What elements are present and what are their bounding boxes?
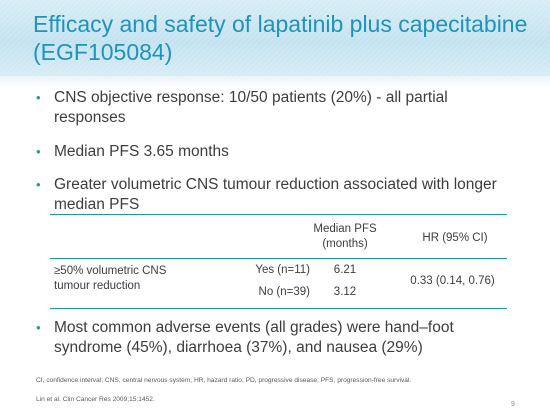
bullet-dot: • <box>36 90 41 105</box>
bullet-volumetric-reduction: • Greater volumetric CNS tumour reductio… <box>36 175 516 215</box>
bullet-text: Median PFS 3.65 months <box>54 143 229 160</box>
bullet-dot: • <box>36 320 41 335</box>
bullet-adverse-events: • Most common adverse events (all grades… <box>36 318 516 358</box>
table-bottom-rule <box>50 308 507 309</box>
bullet-list-bottom: • Most common adverse events (all grades… <box>36 318 516 358</box>
table-top-rule <box>50 214 507 215</box>
abbreviations-footnote: CI, confidence interval; CNS, central ne… <box>36 377 412 384</box>
header-hr: HR (95% CI) <box>422 232 488 244</box>
bullet-dot: • <box>36 177 41 192</box>
hr-value: 0.33 (0.14, 0.76) <box>410 275 495 287</box>
group-no-label: No (n=39) <box>258 286 310 298</box>
bullet-text: Most common adverse events (all grades) … <box>54 319 454 356</box>
bullet-list-top: • CNS objective response: 10/50 patients… <box>36 88 516 215</box>
page-number: 9 <box>511 401 515 408</box>
bullet-dot: • <box>36 144 41 159</box>
bullet-median-pfs: • Median PFS 3.65 months <box>36 142 516 162</box>
header-band <box>0 0 550 76</box>
header-fade <box>0 76 550 88</box>
group-yes-median: 6.21 <box>333 264 357 276</box>
slide-title: Efficacy and safety of lapatinib plus ca… <box>33 11 528 65</box>
row-label: ≥50% volumetric CNS tumour reduction <box>54 265 167 292</box>
group-no-median: 3.12 <box>333 286 357 298</box>
bullet-text: CNS objective response: 10/50 patients (… <box>54 89 448 126</box>
table-header-rule <box>50 258 507 259</box>
bullet-cns-response: • CNS objective response: 10/50 patients… <box>36 88 516 128</box>
header-pattern <box>0 0 550 76</box>
reference: Lin et al. Clin Cancer Res 2009;15:1452. <box>36 396 155 403</box>
header-median-pfs: Median PFS (months) <box>313 223 377 250</box>
group-yes-label: Yes (n=11) <box>255 264 310 276</box>
bullet-text: Greater volumetric CNS tumour reduction … <box>54 176 497 213</box>
